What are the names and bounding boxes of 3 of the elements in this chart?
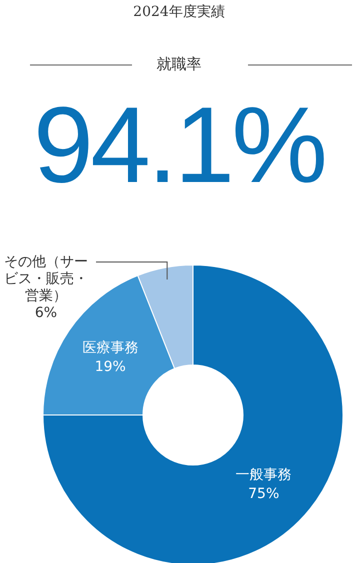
annotation: 94.1% <box>32 83 326 207</box>
title: 2024年度実績 <box>132 3 226 21</box>
subtitle: 就職率 <box>156 55 202 74</box>
